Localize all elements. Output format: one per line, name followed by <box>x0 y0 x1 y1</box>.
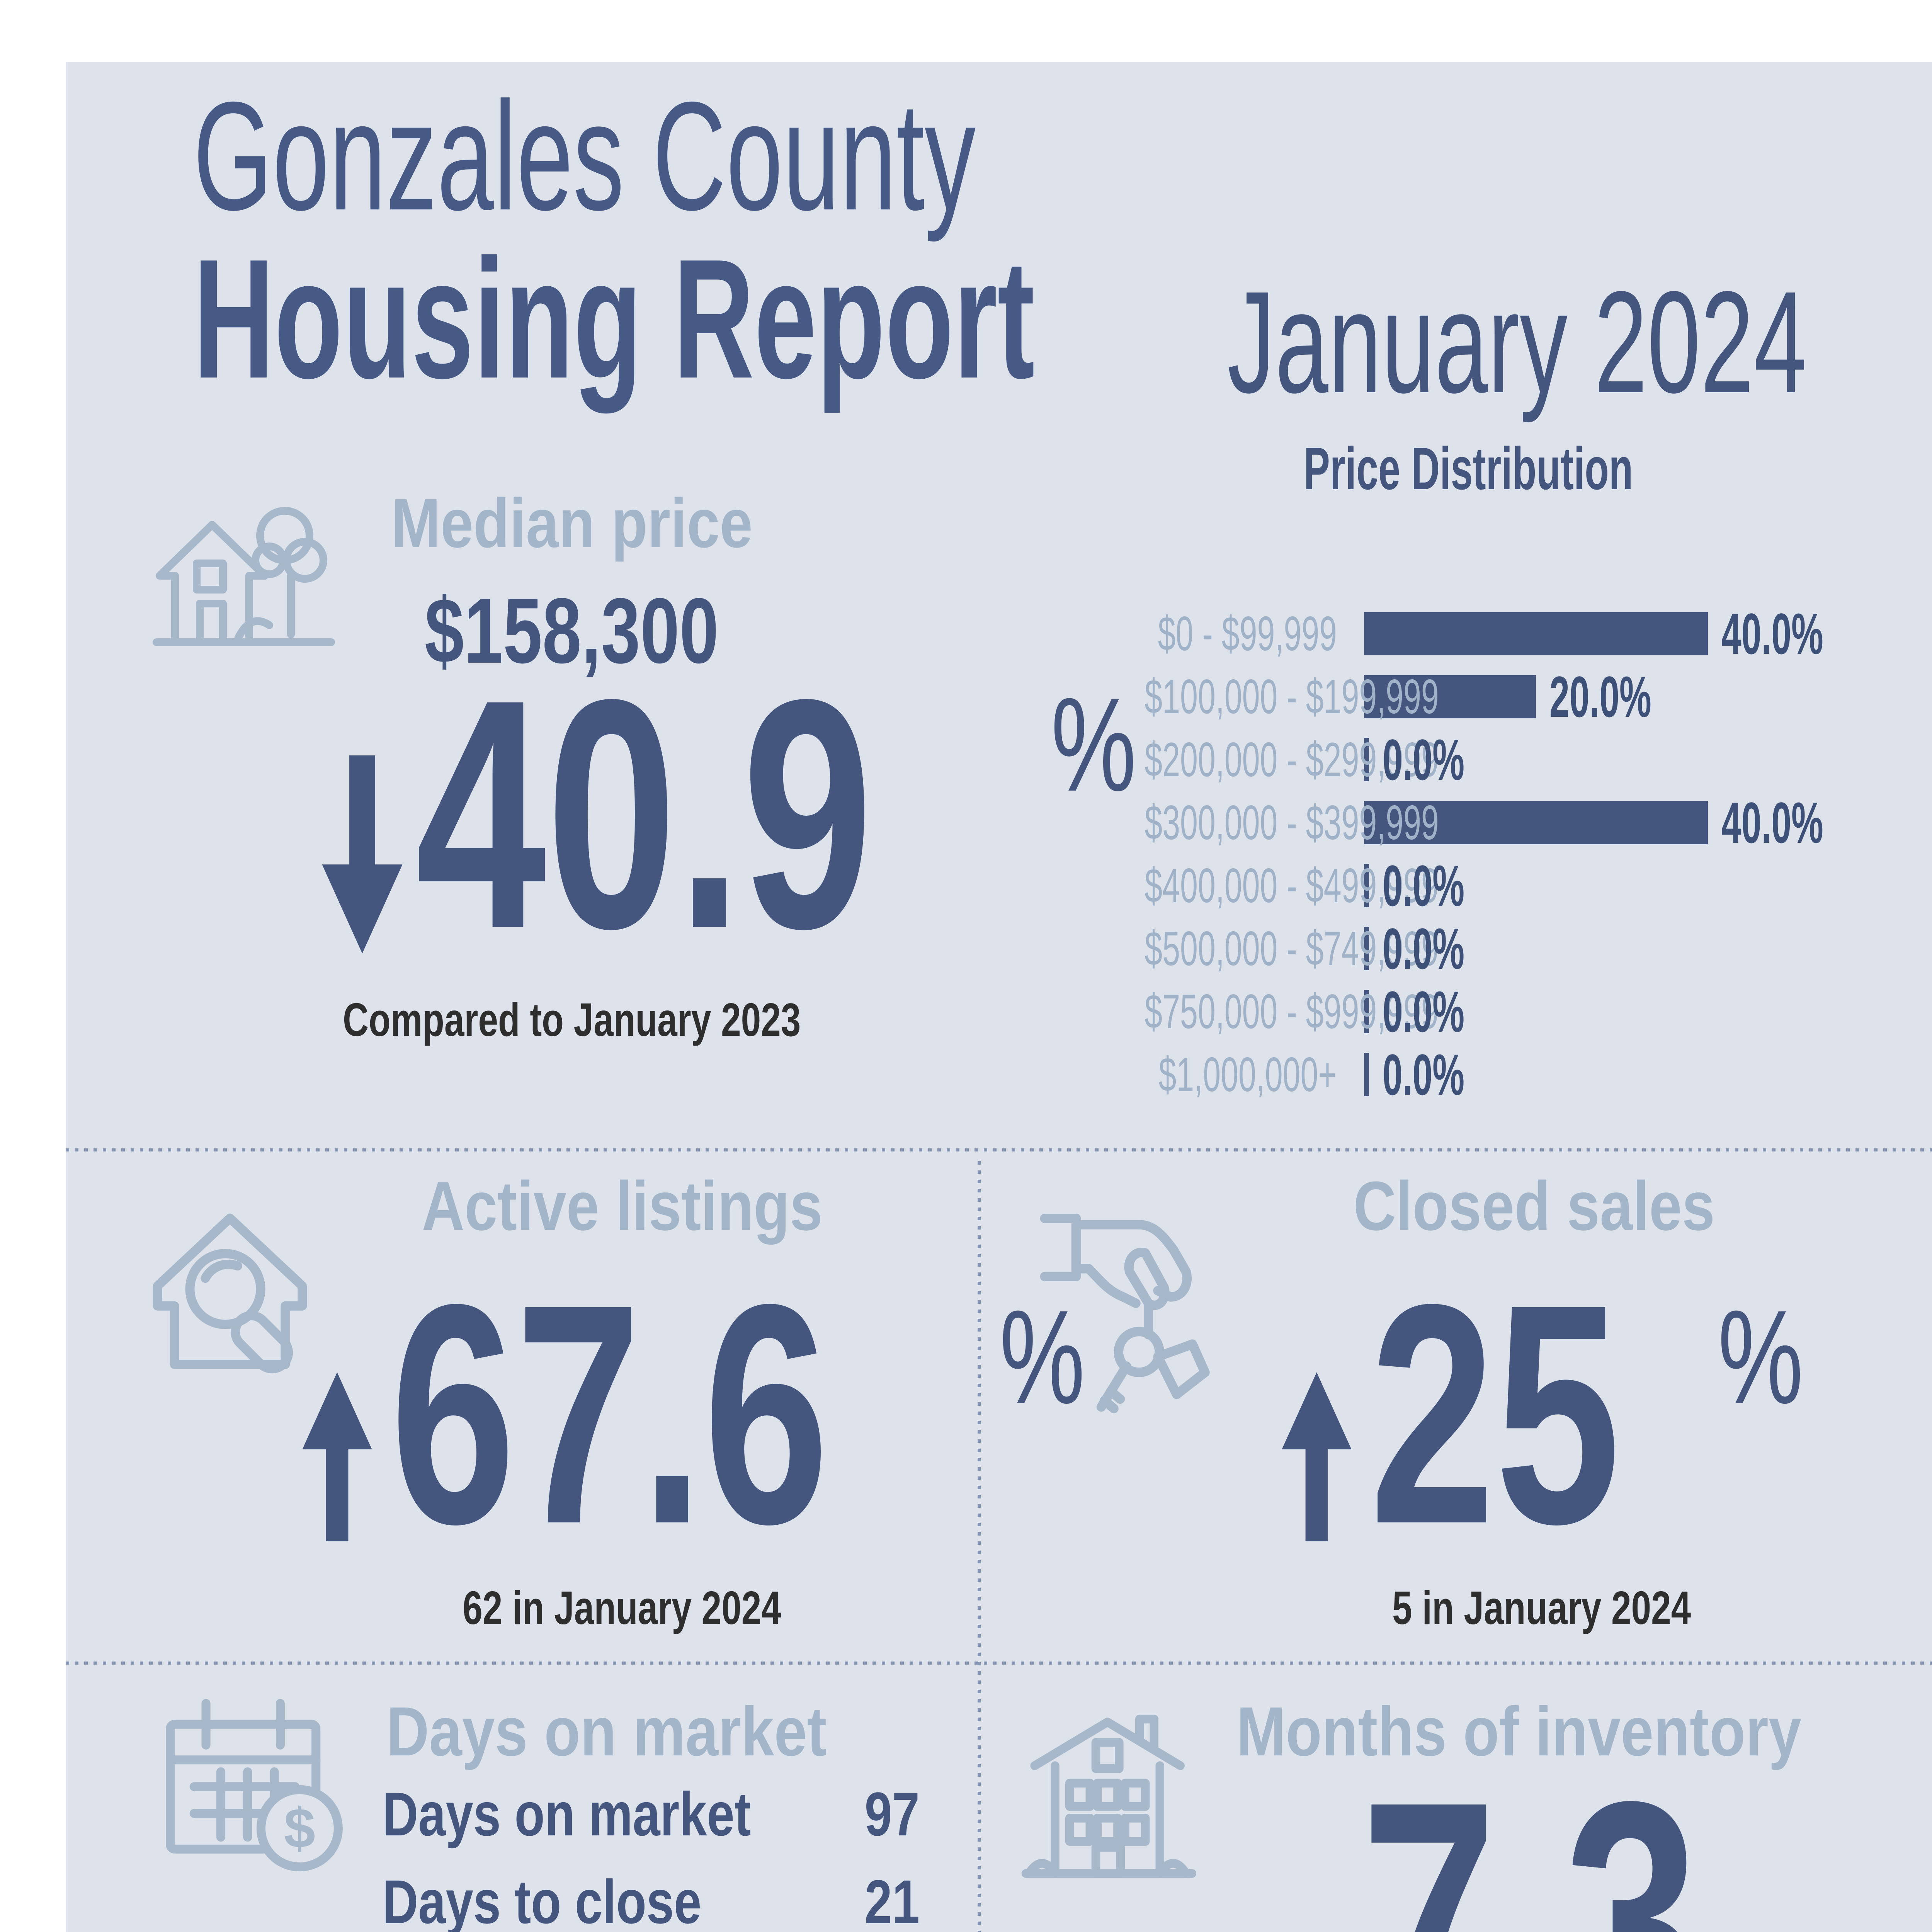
percent-sign: % <box>999 1283 1085 1432</box>
chart-title: Price Distribution <box>1303 435 1633 502</box>
report-period: January 2024 <box>1227 262 1807 423</box>
chart-row: $300,000 - $399,999 40.0% <box>993 791 1932 854</box>
hand-keys-icon <box>1032 1190 1213 1426</box>
chart-category-label: $750,000 - $999,999 <box>1145 985 1439 1039</box>
median-price-change-pct: 40.9 <box>415 632 873 997</box>
closed-sales-header: Closed sales <box>1353 1167 1715 1245</box>
chart-row: $400,000 - $499,999 0.0% <box>993 854 1932 917</box>
chart-row: $500,000 - $749,999 0.0% <box>993 917 1932 980</box>
median-price-header: Median price <box>391 485 753 562</box>
apartment-building-icon <box>1020 1694 1209 1895</box>
chart-category-label: $0 - $99,999 <box>1158 607 1337 661</box>
days-row-label: Days to close <box>383 1867 702 1932</box>
months-of-inventory-value: 7.3 <box>1361 1731 1699 1932</box>
chart-category-label: $300,000 - $399,999 <box>1145 796 1439 850</box>
closed-sales-note: 5 in January 2024 <box>1392 1582 1691 1634</box>
chart-category-label: $200,000 - $299,999 <box>1145 733 1439 787</box>
days-table-row: Days on market 97 <box>383 1783 920 1845</box>
months-of-inventory-header: Months of inventory <box>1236 1693 1801 1770</box>
svg-text:$: $ <box>284 1797 315 1860</box>
chart-bar <box>1364 612 1708 655</box>
chart-row: $100,000 - $199,999 20.0% <box>993 665 1932 728</box>
closed-sales-change-pct: 25 <box>1370 1239 1621 1589</box>
house-tree-icon <box>149 481 357 663</box>
chart-category-label: $1,000,000+ <box>1158 1048 1337 1102</box>
median-price-value: $158,300 <box>425 579 719 682</box>
chart-value-label: 0.0% <box>1383 727 1464 792</box>
arrow-up-icon <box>296 1370 379 1544</box>
chart-bar <box>1364 864 1369 907</box>
days-table-row: Days to close 21 <box>383 1871 920 1932</box>
chart-category-label: $400,000 - $499,999 <box>1145 859 1439 913</box>
chart-row: $0 - $99,999 40.0% <box>993 602 1932 665</box>
chart-bar <box>1364 801 1708 844</box>
days-on-market-header: Days on market <box>386 1693 827 1770</box>
percent-sign: % <box>1718 1283 1803 1432</box>
report-title-line2: Housing Report <box>193 224 1035 414</box>
chart-row: $750,000 - $999,999 0.0% <box>993 980 1932 1043</box>
days-row-value: 97 <box>864 1779 920 1849</box>
vertical-divider <box>978 1161 981 1932</box>
active-listings-change-pct: 67.6 <box>390 1239 829 1589</box>
chart-bar <box>1364 738 1369 781</box>
chart-category-label: $500,000 - $749,999 <box>1145 922 1439 976</box>
active-listings-note: 62 in January 2024 <box>463 1582 782 1634</box>
horizontal-divider <box>66 1662 1932 1665</box>
days-row-value: 21 <box>864 1867 920 1932</box>
chart-value-label: 20.0% <box>1549 664 1651 729</box>
chart-value-label: 40.0% <box>1721 601 1823 666</box>
chart-bar <box>1364 927 1369 970</box>
report-title-line1: Gonzales County <box>193 70 976 242</box>
chart-value-label: 0.0% <box>1383 853 1464 918</box>
chart-value-label: 0.0% <box>1383 979 1464 1044</box>
median-price-note: Compared to January 2023 <box>343 993 801 1046</box>
report-canvas: Gonzales County Housing Report January 2… <box>66 62 1932 1932</box>
chart-row: $1,000,000+ 0.0% <box>993 1043 1932 1106</box>
active-listings-change: 67.6 % <box>296 1258 1118 1571</box>
median-price-change: 40.9 % <box>319 651 1169 978</box>
house-magnifier-icon <box>137 1192 323 1374</box>
chart-bar <box>1364 675 1536 718</box>
arrow-down-icon <box>319 755 406 956</box>
chart-value-label: 0.0% <box>1383 916 1464 981</box>
chart-value-label: 0.0% <box>1383 1042 1464 1107</box>
percent-sign: % <box>1051 670 1136 819</box>
chart-value-label: 40.0% <box>1721 790 1823 855</box>
chart-bar <box>1364 1053 1369 1096</box>
chart-row: $200,000 - $299,999 0.0% <box>993 728 1932 791</box>
active-listings-header: Active listings <box>422 1167 823 1245</box>
days-row-label: Days on market <box>383 1779 751 1849</box>
closed-sales-change: 25 % <box>1275 1258 1837 1571</box>
chart-category-label: $100,000 - $199,999 <box>1145 670 1439 724</box>
calendar-dollar-icon: $ <box>158 1692 352 1878</box>
chart-bar <box>1364 990 1369 1033</box>
horizontal-divider <box>66 1148 1932 1151</box>
arrow-up-icon <box>1275 1370 1358 1544</box>
